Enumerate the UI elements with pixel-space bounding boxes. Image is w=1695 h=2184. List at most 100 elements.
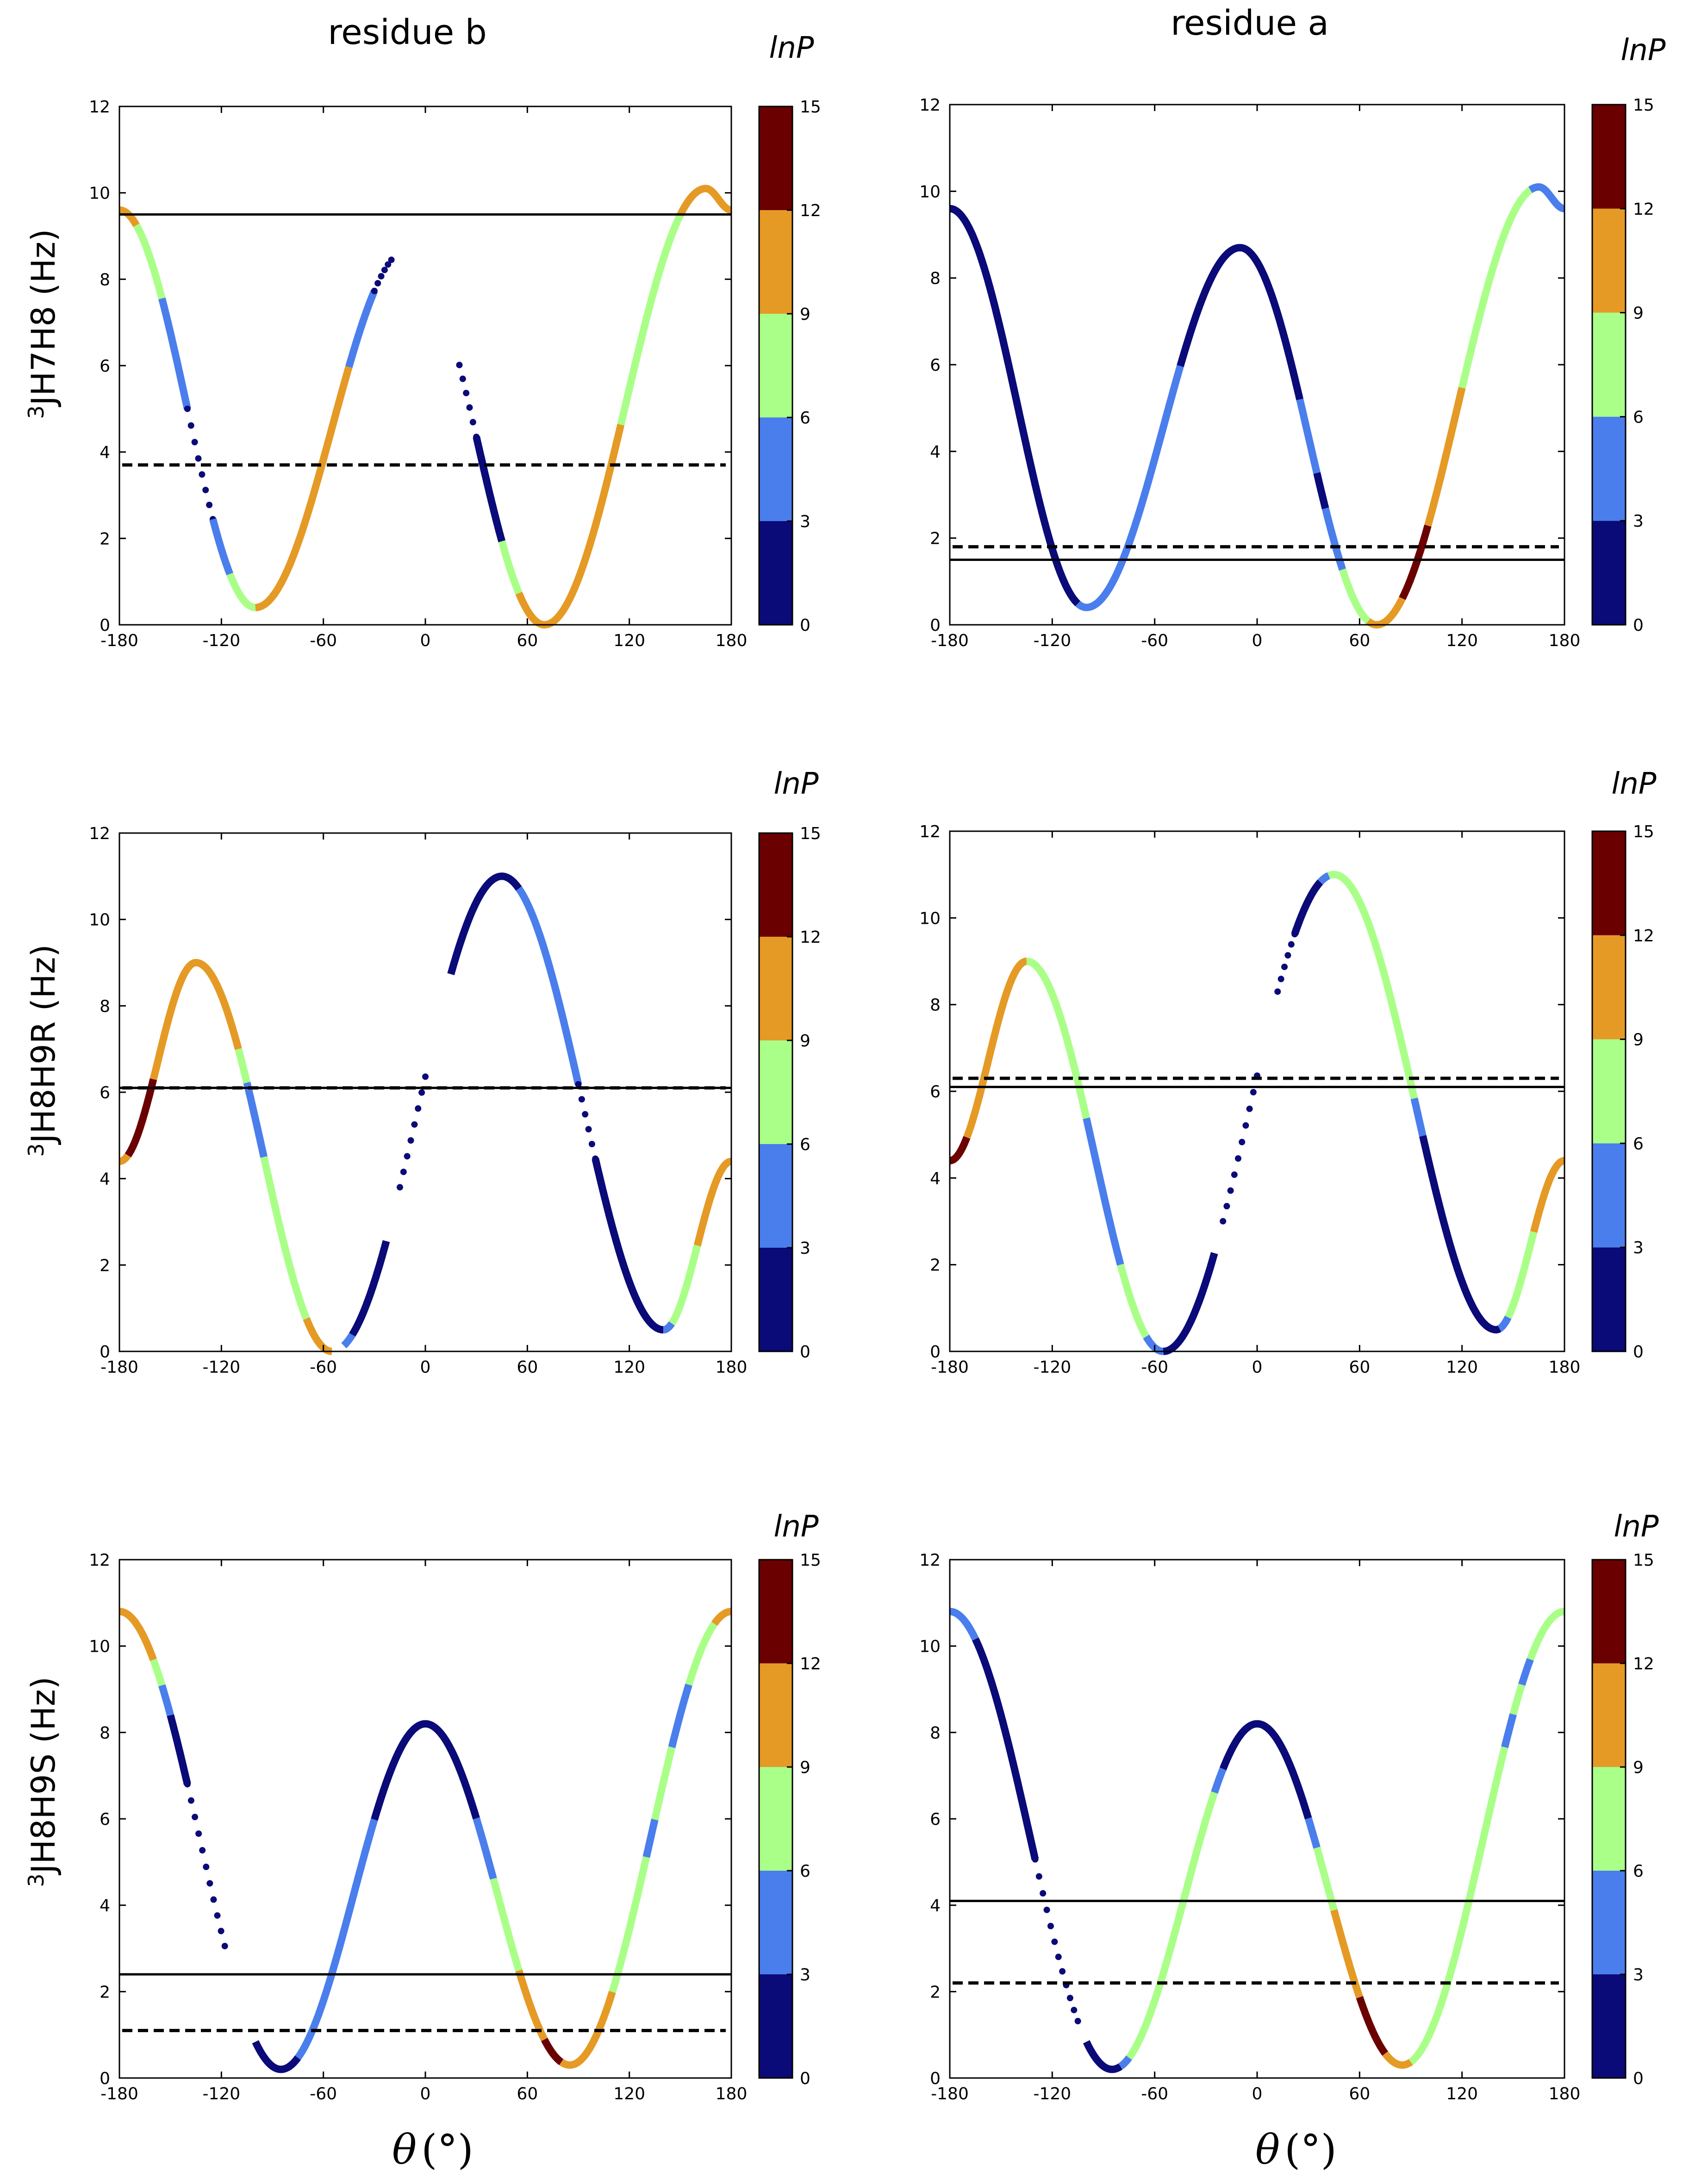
series-segment (1424, 387, 1466, 527)
series-segment (1527, 1608, 1565, 1661)
data-point (407, 1137, 414, 1144)
plot-frame (118, 106, 732, 626)
data-point (378, 273, 385, 280)
series-segment (473, 436, 505, 542)
colorbar-bin (1592, 417, 1626, 521)
data-point (578, 1096, 585, 1103)
data-point (199, 1847, 206, 1854)
colorbar-bin (759, 1040, 792, 1144)
series-segment (559, 1991, 616, 2069)
x-tick-label: 180 (716, 2084, 748, 2103)
y-tick-label: 8 (930, 996, 941, 1015)
y-tick-label: 0 (100, 1343, 110, 1362)
y-tick-label: 10 (89, 911, 110, 930)
y-tick-label: 2 (930, 1256, 941, 1275)
colorbar-bin (759, 1663, 792, 1767)
data-point (184, 405, 191, 412)
data-point (422, 1073, 429, 1080)
series-segment (693, 1157, 732, 1247)
data-point (1220, 1218, 1227, 1225)
data-point (1043, 1906, 1050, 1913)
colorbar-bin (1592, 1767, 1626, 1871)
colorbar-tick-label: 15 (800, 98, 821, 117)
y-tick-label: 6 (930, 356, 941, 375)
y-tick-label: 10 (919, 909, 941, 928)
colorbar-tick-label: 9 (1633, 1758, 1644, 1777)
x-tick-label: 60 (1349, 2084, 1370, 2103)
series-segment (1458, 187, 1533, 389)
series-segment (1117, 1263, 1150, 1338)
series-segment (1399, 524, 1432, 600)
colorbar-tick-label: 12 (800, 1655, 821, 1674)
series-segment (1339, 568, 1371, 624)
data-point (1235, 1155, 1242, 1162)
series-segment (677, 185, 732, 217)
data-point (1047, 1923, 1054, 1929)
y-tick-label: 8 (100, 270, 110, 289)
colorbar-tick-label: 0 (1633, 1343, 1644, 1362)
colorbar-tick-label: 0 (800, 616, 810, 635)
data-point (202, 486, 209, 493)
series-segment (592, 1157, 664, 1334)
data-point (1288, 941, 1295, 948)
colorbar-tick-label: 6 (1633, 408, 1644, 427)
x-tick-label: -120 (1033, 2084, 1071, 2103)
colorbar-frame (1591, 830, 1626, 1352)
series-segment (255, 366, 353, 611)
series-segment (1501, 1713, 1517, 1748)
x-tick-label: -180 (931, 631, 969, 650)
colorbar-bin (1592, 1247, 1626, 1351)
data-point (1035, 1873, 1042, 1880)
data-point (1227, 1187, 1234, 1194)
series-segment (1083, 2040, 1123, 2073)
colorbar-bin (759, 314, 792, 417)
colorbar-tick-label: 6 (1633, 1134, 1644, 1153)
data-point (404, 1153, 411, 1160)
x-tick-label: -60 (1141, 631, 1168, 650)
series-segment (1509, 1683, 1526, 1716)
data-point (1051, 1938, 1058, 1945)
x-tick-label: 0 (1252, 631, 1263, 650)
colorbar-tick-label: 9 (800, 305, 810, 324)
series-segment (1497, 1315, 1512, 1332)
data-point (456, 361, 463, 368)
series-segment (473, 1817, 497, 1880)
y-tick-label: 2 (100, 529, 110, 548)
series-segment (1356, 1996, 1389, 2056)
y-tick-label: 0 (100, 616, 110, 635)
series-segment (1327, 871, 1418, 1100)
y-tick-label: 10 (919, 1637, 941, 1656)
y-tick-label: 2 (930, 529, 941, 548)
y-tick-label: 4 (100, 1170, 110, 1189)
y-tick-label: 4 (930, 1897, 941, 1916)
y-tick-label: 2 (930, 1983, 941, 2002)
series-segment (1296, 398, 1321, 474)
y-tick-label: 8 (930, 269, 941, 288)
series-segment (972, 1637, 1039, 1860)
y-tick-label: 8 (930, 1724, 941, 1742)
data-point (203, 1863, 210, 1870)
x-tick-label: -120 (202, 1358, 240, 1377)
y-tick-label: 0 (930, 1343, 941, 1362)
colorbar-bin (1592, 1143, 1626, 1248)
series-segment (1317, 872, 1331, 885)
x-tick-label: 0 (420, 2084, 431, 2103)
row-label-h7h8: 3JH7H8 (Hz) (24, 229, 62, 419)
series-segment (226, 572, 256, 611)
colorbar-bin (759, 1871, 792, 1974)
x-tick-label: -60 (310, 631, 337, 650)
x-tick-label: -180 (100, 1358, 138, 1377)
colorbar-bin (759, 1974, 792, 2078)
y-tick-label: 4 (930, 442, 941, 461)
colorbar-bin (759, 1144, 792, 1248)
x-tick-label: 120 (1446, 631, 1478, 650)
series-segment (345, 289, 378, 368)
series-segment (1211, 1767, 1227, 1794)
colorbar-tick-label: 9 (800, 1032, 810, 1051)
plot-frame (118, 1559, 732, 2079)
y-tick-label: 0 (930, 616, 941, 635)
series-segment (1126, 1791, 1218, 2060)
series-segment (490, 1878, 523, 1972)
